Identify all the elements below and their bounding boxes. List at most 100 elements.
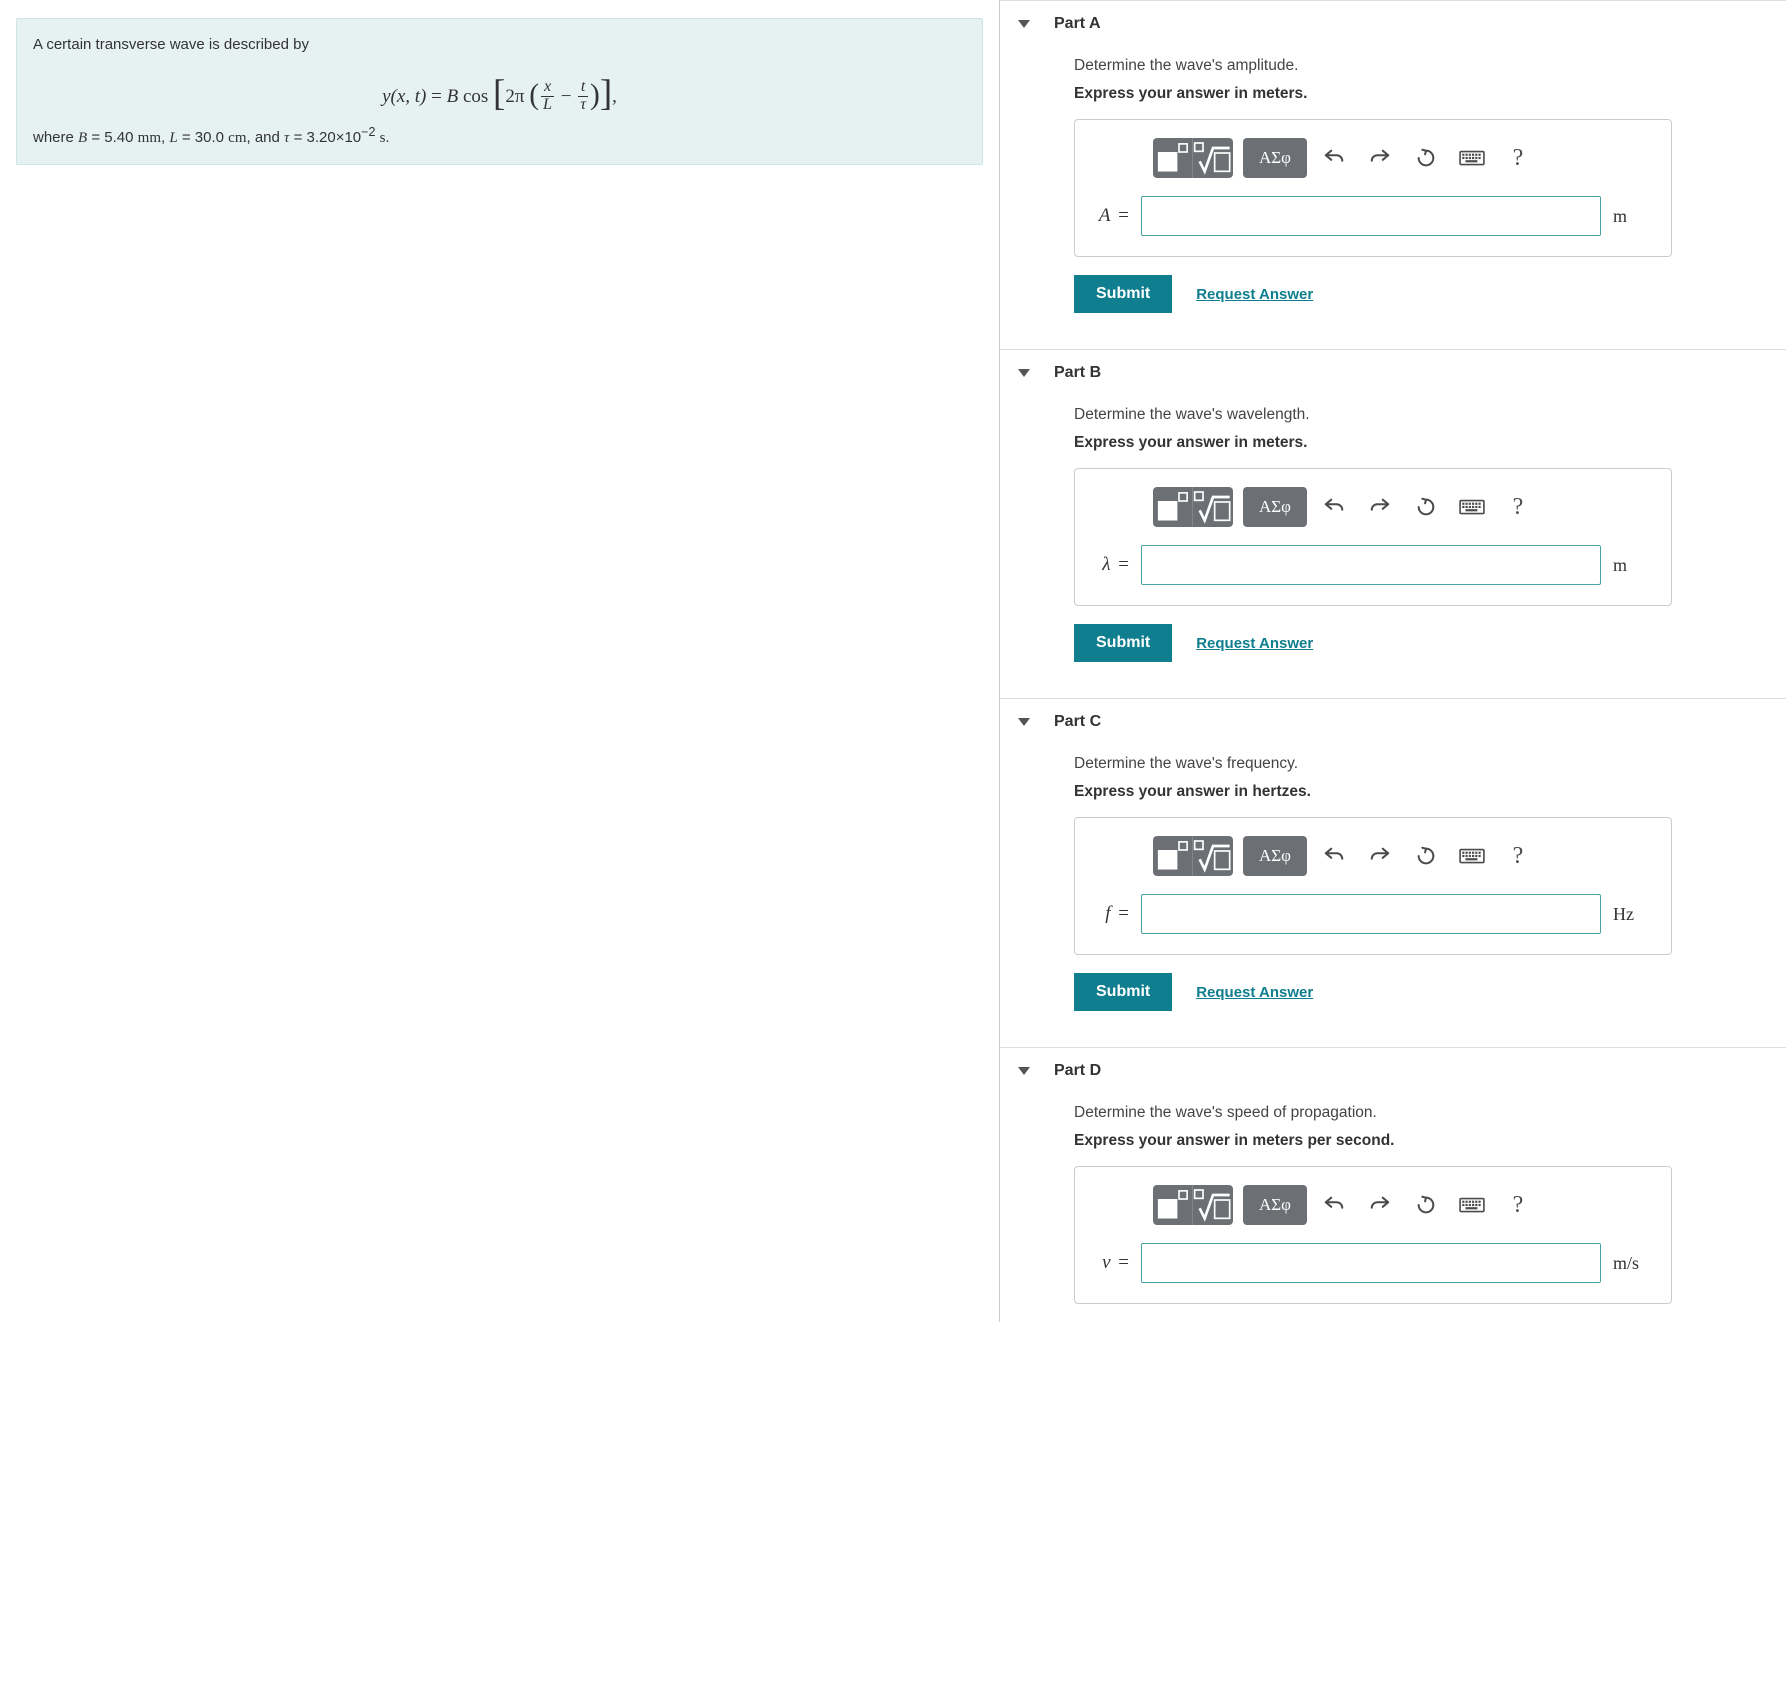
part-question: Determine the wave's frequency. [1074,755,1764,773]
part-actions: Submit Request Answer [1074,973,1764,1011]
template-superscript-button[interactable] [1153,487,1193,527]
undo-button[interactable] [1315,138,1353,178]
template-superscript-button[interactable] [1153,836,1193,876]
eq-equals: = [426,86,446,107]
where-B: B [78,130,87,146]
template-tool-group [1153,138,1233,178]
greek-letters-button[interactable]: ΑΣφ [1243,487,1307,527]
caret-down-icon [1018,1067,1030,1075]
answer-input[interactable] [1141,1243,1601,1283]
equation-toolbar: ΑΣφ ? [1153,138,1653,178]
reset-icon [1415,845,1437,867]
help-button[interactable]: ? [1499,138,1537,178]
submit-button[interactable]: Submit [1074,973,1172,1011]
template-radical-button[interactable] [1193,1185,1233,1225]
caret-down-icon [1018,718,1030,726]
part-body: Determine the wave's speed of propagatio… [1000,1094,1786,1304]
reset-button[interactable] [1407,836,1445,876]
part-title: Part B [1054,364,1101,382]
template-tool-group [1153,487,1233,527]
answer-panel: ΑΣφ ? [1074,119,1672,257]
redo-icon [1369,147,1391,169]
equation-toolbar: ΑΣφ ? [1153,836,1653,876]
greek-tool-group: ΑΣφ [1243,836,1307,876]
radical-icon [1193,836,1233,876]
eq-comma: , [612,86,617,107]
answer-row: v = m/s [1093,1243,1653,1283]
help-button[interactable]: ? [1499,1185,1537,1225]
greek-letters-button[interactable]: ΑΣφ [1243,138,1307,178]
part-header[interactable]: Part C [1000,699,1786,745]
answer-input[interactable] [1141,545,1601,585]
part-body: Determine the wave's amplitude. Express … [1000,47,1786,349]
undo-icon [1323,147,1345,169]
eq-L: L [541,97,554,114]
answer-row: λ = m [1093,545,1653,585]
answer-input[interactable] [1141,894,1601,934]
reset-button[interactable] [1407,1185,1445,1225]
part-header[interactable]: Part B [1000,350,1786,396]
part-instructions: Express your answer in meters. [1074,85,1764,103]
template-radical-button[interactable] [1193,836,1233,876]
submit-button[interactable]: Submit [1074,275,1172,313]
undo-icon [1323,496,1345,518]
part: Part C Determine the wave's frequency. E… [1000,699,1786,1048]
redo-button[interactable] [1361,1185,1399,1225]
radical-icon [1193,138,1233,178]
reset-button[interactable] [1407,138,1445,178]
greek-letters-button[interactable]: ΑΣφ [1243,836,1307,876]
answer-input[interactable] [1141,196,1601,236]
part-title: Part C [1054,713,1101,731]
where-L-val: = 30.0 [178,129,228,146]
part-header[interactable]: Part A [1000,1,1786,47]
template-icon [1153,488,1192,527]
request-answer-link[interactable]: Request Answer [1196,635,1313,652]
prompt-equation: y(x, t) = B cos [2π (xL − tτ)], [33,57,966,122]
part-body: Determine the wave's frequency. Express … [1000,745,1786,1047]
request-answer-link[interactable]: Request Answer [1196,286,1313,303]
help-button[interactable]: ? [1499,836,1537,876]
eq-x: x [541,79,554,97]
eq-2pi: 2π [505,86,524,107]
undo-button[interactable] [1315,487,1353,527]
unit-label: m [1613,555,1653,576]
equation-toolbar: ΑΣφ ? [1153,1185,1653,1225]
greek-letters-button[interactable]: ΑΣφ [1243,1185,1307,1225]
template-icon [1153,139,1192,178]
part-title: Part D [1054,1062,1101,1080]
submit-button[interactable]: Submit [1074,624,1172,662]
redo-icon [1369,1194,1391,1216]
where-L-unit: cm [228,130,246,146]
keyboard-button[interactable] [1453,1185,1491,1225]
undo-button[interactable] [1315,836,1353,876]
equation-toolbar: ΑΣφ ? [1153,487,1653,527]
undo-button[interactable] [1315,1185,1353,1225]
help-button[interactable]: ? [1499,487,1537,527]
eq-b: B [447,86,459,107]
unit-label: m [1613,206,1653,227]
where-tail: . [385,129,389,146]
redo-button[interactable] [1361,138,1399,178]
keyboard-button[interactable] [1453,487,1491,527]
template-radical-button[interactable] [1193,138,1233,178]
reset-button[interactable] [1407,487,1445,527]
part-question: Determine the wave's amplitude. [1074,57,1764,75]
part-header[interactable]: Part D [1000,1048,1786,1094]
redo-button[interactable] [1361,487,1399,527]
keyboard-button[interactable] [1453,836,1491,876]
template-superscript-button[interactable] [1153,1185,1193,1225]
part-actions: Submit Request Answer [1074,275,1764,313]
variable-label: λ = [1093,554,1129,576]
template-superscript-button[interactable] [1153,138,1193,178]
redo-button[interactable] [1361,836,1399,876]
keyboard-button[interactable] [1453,138,1491,178]
part-actions: Submit Request Answer [1074,624,1764,662]
answer-row: f = Hz [1093,894,1653,934]
request-answer-link[interactable]: Request Answer [1196,984,1313,1001]
eq-t: t [578,79,588,97]
eq-tau: τ [578,97,588,114]
template-radical-button[interactable] [1193,487,1233,527]
part-body: Determine the wave's wavelength. Express… [1000,396,1786,698]
part-instructions: Express your answer in meters. [1074,434,1764,452]
reset-icon [1415,147,1437,169]
